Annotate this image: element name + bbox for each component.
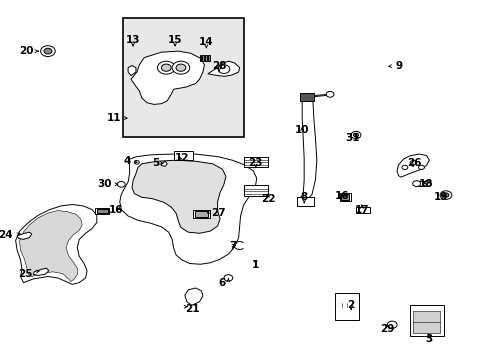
Text: 16: 16	[334, 191, 349, 201]
Polygon shape	[17, 232, 32, 239]
Text: 20: 20	[19, 46, 33, 56]
Circle shape	[442, 193, 448, 197]
Polygon shape	[132, 160, 225, 233]
Text: 24: 24	[0, 230, 13, 240]
Bar	[244, 157, 267, 167]
Text: 9: 9	[394, 61, 402, 71]
Bar	[205, 55, 207, 61]
Bar	[339, 193, 350, 201]
Text: 7: 7	[228, 240, 236, 251]
Circle shape	[44, 48, 52, 54]
Polygon shape	[299, 94, 316, 200]
Polygon shape	[161, 161, 167, 166]
Bar	[173, 151, 193, 160]
Text: 29: 29	[379, 324, 394, 334]
Text: 27: 27	[211, 208, 225, 218]
Bar	[300, 93, 313, 101]
Bar	[297, 197, 314, 206]
Text: 23: 23	[248, 158, 263, 168]
Text: 5: 5	[152, 158, 159, 168]
Text: 2: 2	[347, 300, 354, 310]
Text: 12: 12	[175, 153, 189, 163]
Text: 22: 22	[260, 194, 275, 204]
Bar	[341, 194, 348, 200]
Bar	[194, 211, 208, 217]
Polygon shape	[120, 154, 256, 264]
Text: 18: 18	[418, 179, 433, 189]
Bar	[412, 311, 439, 333]
Circle shape	[401, 165, 407, 170]
Circle shape	[386, 321, 396, 328]
Circle shape	[350, 131, 360, 139]
Circle shape	[41, 46, 55, 57]
Polygon shape	[128, 66, 136, 76]
Circle shape	[412, 181, 420, 186]
Text: 16: 16	[109, 204, 123, 215]
Bar	[97, 209, 107, 213]
Bar	[416, 181, 427, 186]
Text: 4: 4	[123, 156, 131, 166]
Bar	[199, 55, 201, 61]
Polygon shape	[20, 211, 82, 282]
Circle shape	[423, 181, 430, 186]
Polygon shape	[33, 268, 49, 275]
Text: 30: 30	[97, 179, 111, 189]
Bar	[208, 55, 210, 61]
Text: 8: 8	[300, 192, 307, 202]
Text: 19: 19	[433, 192, 447, 202]
Text: 17: 17	[354, 204, 368, 215]
Bar	[95, 208, 109, 214]
Bar	[244, 185, 267, 196]
Circle shape	[353, 133, 358, 137]
Bar	[202, 55, 204, 61]
Bar	[193, 210, 210, 218]
Text: 28: 28	[211, 60, 226, 71]
Text: 10: 10	[294, 125, 309, 135]
Circle shape	[172, 61, 189, 74]
Circle shape	[218, 65, 229, 73]
Circle shape	[418, 165, 424, 170]
Bar	[123, 18, 244, 137]
Polygon shape	[16, 204, 97, 284]
Circle shape	[176, 64, 185, 71]
Text: 15: 15	[167, 35, 182, 45]
Circle shape	[439, 191, 451, 199]
Text: 26: 26	[407, 158, 421, 168]
Text: 25: 25	[18, 269, 33, 279]
Text: 6: 6	[218, 278, 225, 288]
Text: 31: 31	[345, 132, 360, 143]
Text: 3: 3	[425, 334, 431, 344]
Circle shape	[224, 275, 232, 281]
Polygon shape	[184, 288, 203, 305]
Bar	[409, 305, 443, 336]
Text: 1: 1	[252, 260, 259, 270]
Bar	[355, 207, 369, 213]
Circle shape	[325, 91, 333, 97]
Bar	[334, 293, 359, 320]
Polygon shape	[131, 51, 204, 104]
Circle shape	[161, 64, 171, 71]
Circle shape	[117, 181, 125, 187]
Text: 14: 14	[199, 37, 213, 48]
Text: 13: 13	[125, 35, 140, 45]
Circle shape	[409, 161, 415, 165]
Text: 11: 11	[106, 113, 121, 123]
Polygon shape	[207, 61, 239, 76]
Circle shape	[134, 161, 139, 164]
Text: 21: 21	[184, 304, 199, 314]
Polygon shape	[396, 154, 428, 177]
Circle shape	[157, 61, 175, 74]
